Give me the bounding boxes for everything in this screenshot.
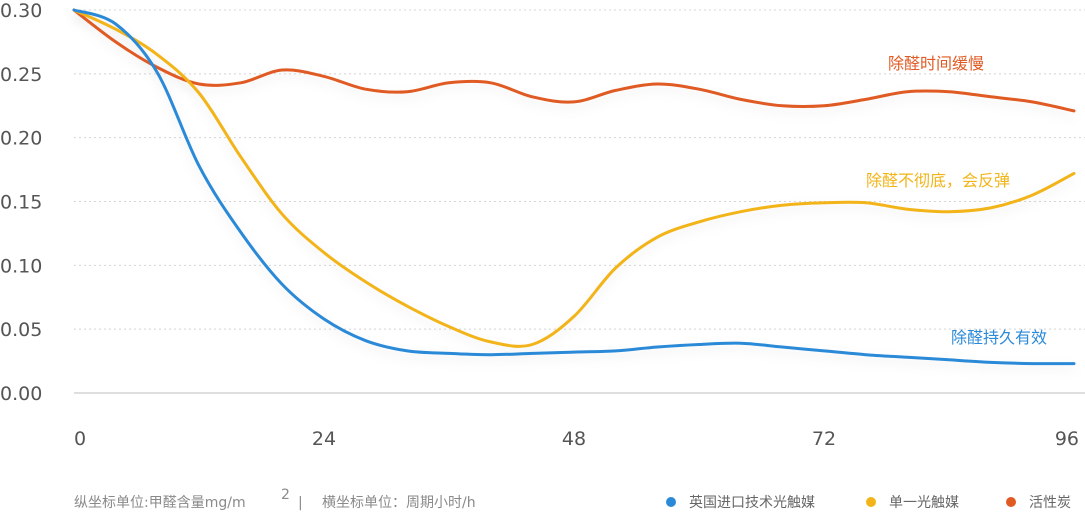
legend-marker [1006, 497, 1016, 507]
y-tick-label: 0.25 [0, 64, 42, 86]
x-axis: 0 24 48 72 96 [74, 428, 1079, 450]
legend-marker [866, 497, 876, 507]
series-line-1 [72, 8, 1076, 348]
y-unit-superscript: 2 [281, 487, 290, 503]
x-tick-label: 24 [312, 428, 336, 450]
x-tick-label: 48 [562, 428, 586, 450]
grid-lines [74, 9, 1085, 394]
annotation-label: 除醛时间缓慢 [888, 54, 984, 73]
y-tick-label: 0.30 [0, 0, 42, 22]
footer-separator: | [298, 495, 303, 511]
y-axis: 0.00 0.05 0.10 0.15 0.20 0.25 0.30 [0, 0, 42, 405]
y-tick-label: 0.10 [0, 255, 42, 277]
x-unit-label: 横坐标单位：周期小时/h [322, 495, 476, 511]
y-unit-label: 纵坐标单位:甲醛含量mg/m [74, 495, 246, 511]
annotation-label: 除醛不彻底，会反弹 [866, 171, 1010, 190]
y-tick-label: 0.20 [0, 128, 42, 150]
series-line-2 [72, 8, 1076, 113]
y-tick-label: 0.15 [0, 192, 42, 214]
legend-label: 活性炭 [1029, 495, 1071, 511]
x-tick-label: 0 [74, 428, 86, 450]
series-line-0 [72, 8, 1076, 366]
y-tick-label: 0.05 [0, 319, 42, 341]
legend-marker [666, 497, 676, 507]
legend-label: 英国进口技术光触媒 [689, 494, 815, 511]
legend-label: 单一光触媒 [889, 495, 959, 511]
footer-notes: 纵坐标单位:甲醛含量mg/m 2 | 横坐标单位：周期小时/h [74, 487, 476, 511]
x-tick-label: 72 [812, 428, 836, 450]
series-lines [72, 8, 1076, 366]
x-tick-label: 96 [1055, 428, 1079, 450]
annotation-label: 除醛持久有效 [951, 328, 1047, 347]
legend: 英国进口技术光触媒 单一光触媒 活性炭 [666, 494, 1071, 511]
y-tick-label: 0.00 [0, 383, 42, 405]
